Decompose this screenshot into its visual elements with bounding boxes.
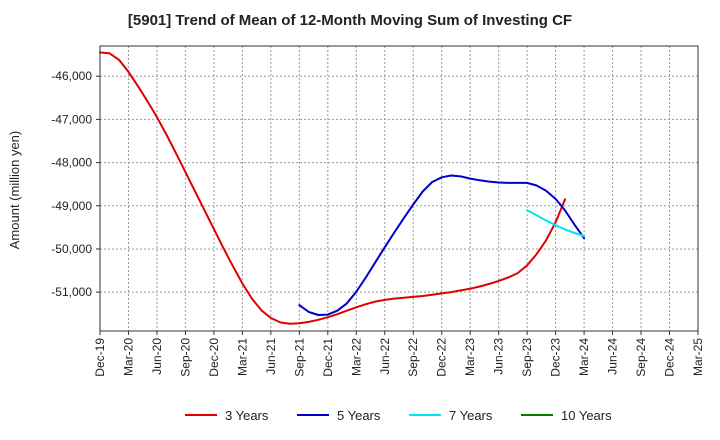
plot-frame: [99, 45, 699, 332]
x-tick-label: Mar-21: [235, 338, 249, 376]
x-tick-label: Jun-23: [492, 338, 506, 375]
y-tick-label: -47,000: [51, 112, 92, 126]
y-tick-label: -49,000: [51, 199, 92, 213]
legend-label: 7 Years: [449, 408, 493, 423]
x-tick-label: Dec-24: [663, 338, 677, 377]
x-tick-label: Mar-23: [463, 338, 477, 376]
x-tick-label: Jun-24: [606, 338, 620, 375]
legend-label: 5 Years: [337, 408, 381, 423]
x-tick-label: Dec-22: [435, 338, 449, 377]
x-tick-label: Dec-21: [321, 338, 335, 377]
x-tick-label: Sep-23: [520, 338, 534, 377]
y-axis: -46,000 -47,000 -48,000 -49,000 -50,000 -51,0…: [51, 69, 100, 299]
x-tick-label: Mar-24: [577, 338, 591, 376]
x-tick-label: Sep-22: [406, 338, 420, 377]
y-tick-label: -48,000: [51, 156, 92, 170]
y-tick-label: -46,000: [51, 69, 92, 83]
x-tick-label: Dec-20: [207, 338, 221, 377]
legend-label: 10 Years: [561, 408, 612, 423]
x-tick-label: Mar-22: [349, 338, 363, 376]
x-tick-label: Jun-22: [378, 338, 392, 375]
x-tick-label: Sep-24: [634, 338, 648, 377]
x-tick-label: Jun-20: [150, 338, 164, 375]
legend-label: 3 Years: [225, 408, 269, 423]
legend: 3 Years 5 Years 7 Years 10 Years: [185, 408, 612, 423]
x-tick-label: Sep-21: [292, 338, 306, 377]
x-tick-label: Mar-20: [121, 338, 135, 376]
series-line-5-years: [298, 174, 586, 316]
x-tick-label: Mar-25: [691, 338, 705, 376]
chart-title: [5901] Trend of Mean of 12-Month Moving …: [127, 12, 573, 29]
x-tick-label: Sep-20: [178, 338, 192, 377]
series-layer: [99, 51, 586, 325]
plot-background: [100, 46, 698, 331]
y-axis-label: Amount (million yen): [7, 131, 22, 250]
x-tick-label: Dec-23: [549, 338, 563, 377]
series-line-3-years: [99, 51, 567, 325]
y-tick-label: -51,000: [51, 285, 92, 299]
x-tick-label: Jun-21: [264, 338, 278, 375]
x-tick-label: Dec-19: [93, 338, 107, 377]
x-axis: Dec-19 Mar-20 Jun-20 Sep-20 Dec-20 Mar-21 Jun-…: [93, 331, 705, 377]
y-tick-label: -50,000: [51, 242, 92, 256]
series-line-7-years: [526, 209, 586, 237]
